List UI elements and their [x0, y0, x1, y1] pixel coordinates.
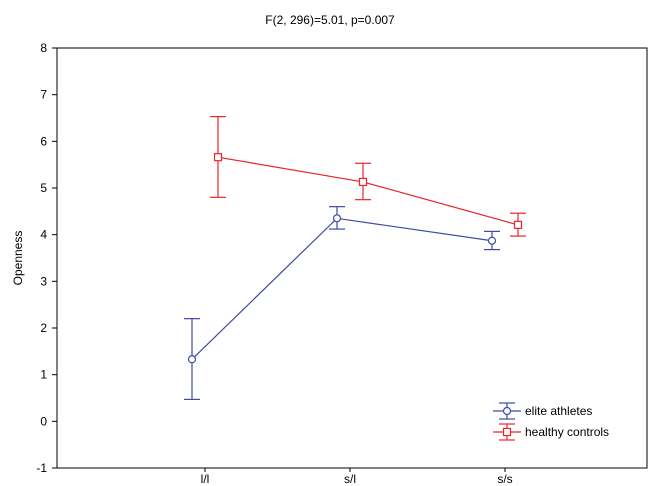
- y-tick-label: 7: [40, 88, 47, 102]
- series-line: [217, 156, 519, 226]
- y-axis-label: Openness: [11, 231, 25, 286]
- y-tick-label: 1: [40, 368, 47, 382]
- series-elite-athletes: [184, 206, 500, 400]
- x-tick-label: s/l: [344, 472, 356, 486]
- x-tick-label: l/l: [201, 472, 210, 486]
- series-layer: [184, 115, 526, 400]
- data-point: [358, 177, 368, 187]
- legend-label: healthy controls: [525, 425, 609, 439]
- data-point: [487, 236, 497, 245]
- y-tick-label: -1: [36, 461, 47, 475]
- y-tick-label: 5: [40, 181, 47, 195]
- data-point: [213, 153, 223, 162]
- legend-marker: [502, 427, 512, 437]
- y-tick-label: 3: [40, 274, 47, 288]
- y-tick-label: 4: [40, 228, 47, 242]
- y-axis: -1 0 1 2 3 4 5 6 7 8: [36, 41, 57, 475]
- x-tick-label: s/s: [497, 472, 512, 486]
- plot-frame: [56, 47, 648, 469]
- legend-label: elite athletes: [525, 404, 592, 418]
- x-axis: l/l s/l s/s: [201, 468, 513, 486]
- series-line: [191, 217, 493, 360]
- data-point: [513, 220, 523, 229]
- legend-marker: [502, 406, 512, 416]
- data-point: [187, 355, 197, 364]
- chart-title: F(2, 296)=5.01, p=0.007: [265, 13, 395, 27]
- legend: elite athletes healthy controls: [493, 402, 609, 441]
- y-tick-label: 8: [40, 41, 47, 55]
- data-point: [332, 214, 342, 223]
- series-healthy-controls: [210, 115, 526, 237]
- y-tick-label: 2: [40, 321, 47, 335]
- y-tick-label: 6: [40, 134, 47, 148]
- y-tick-label: 0: [40, 414, 47, 428]
